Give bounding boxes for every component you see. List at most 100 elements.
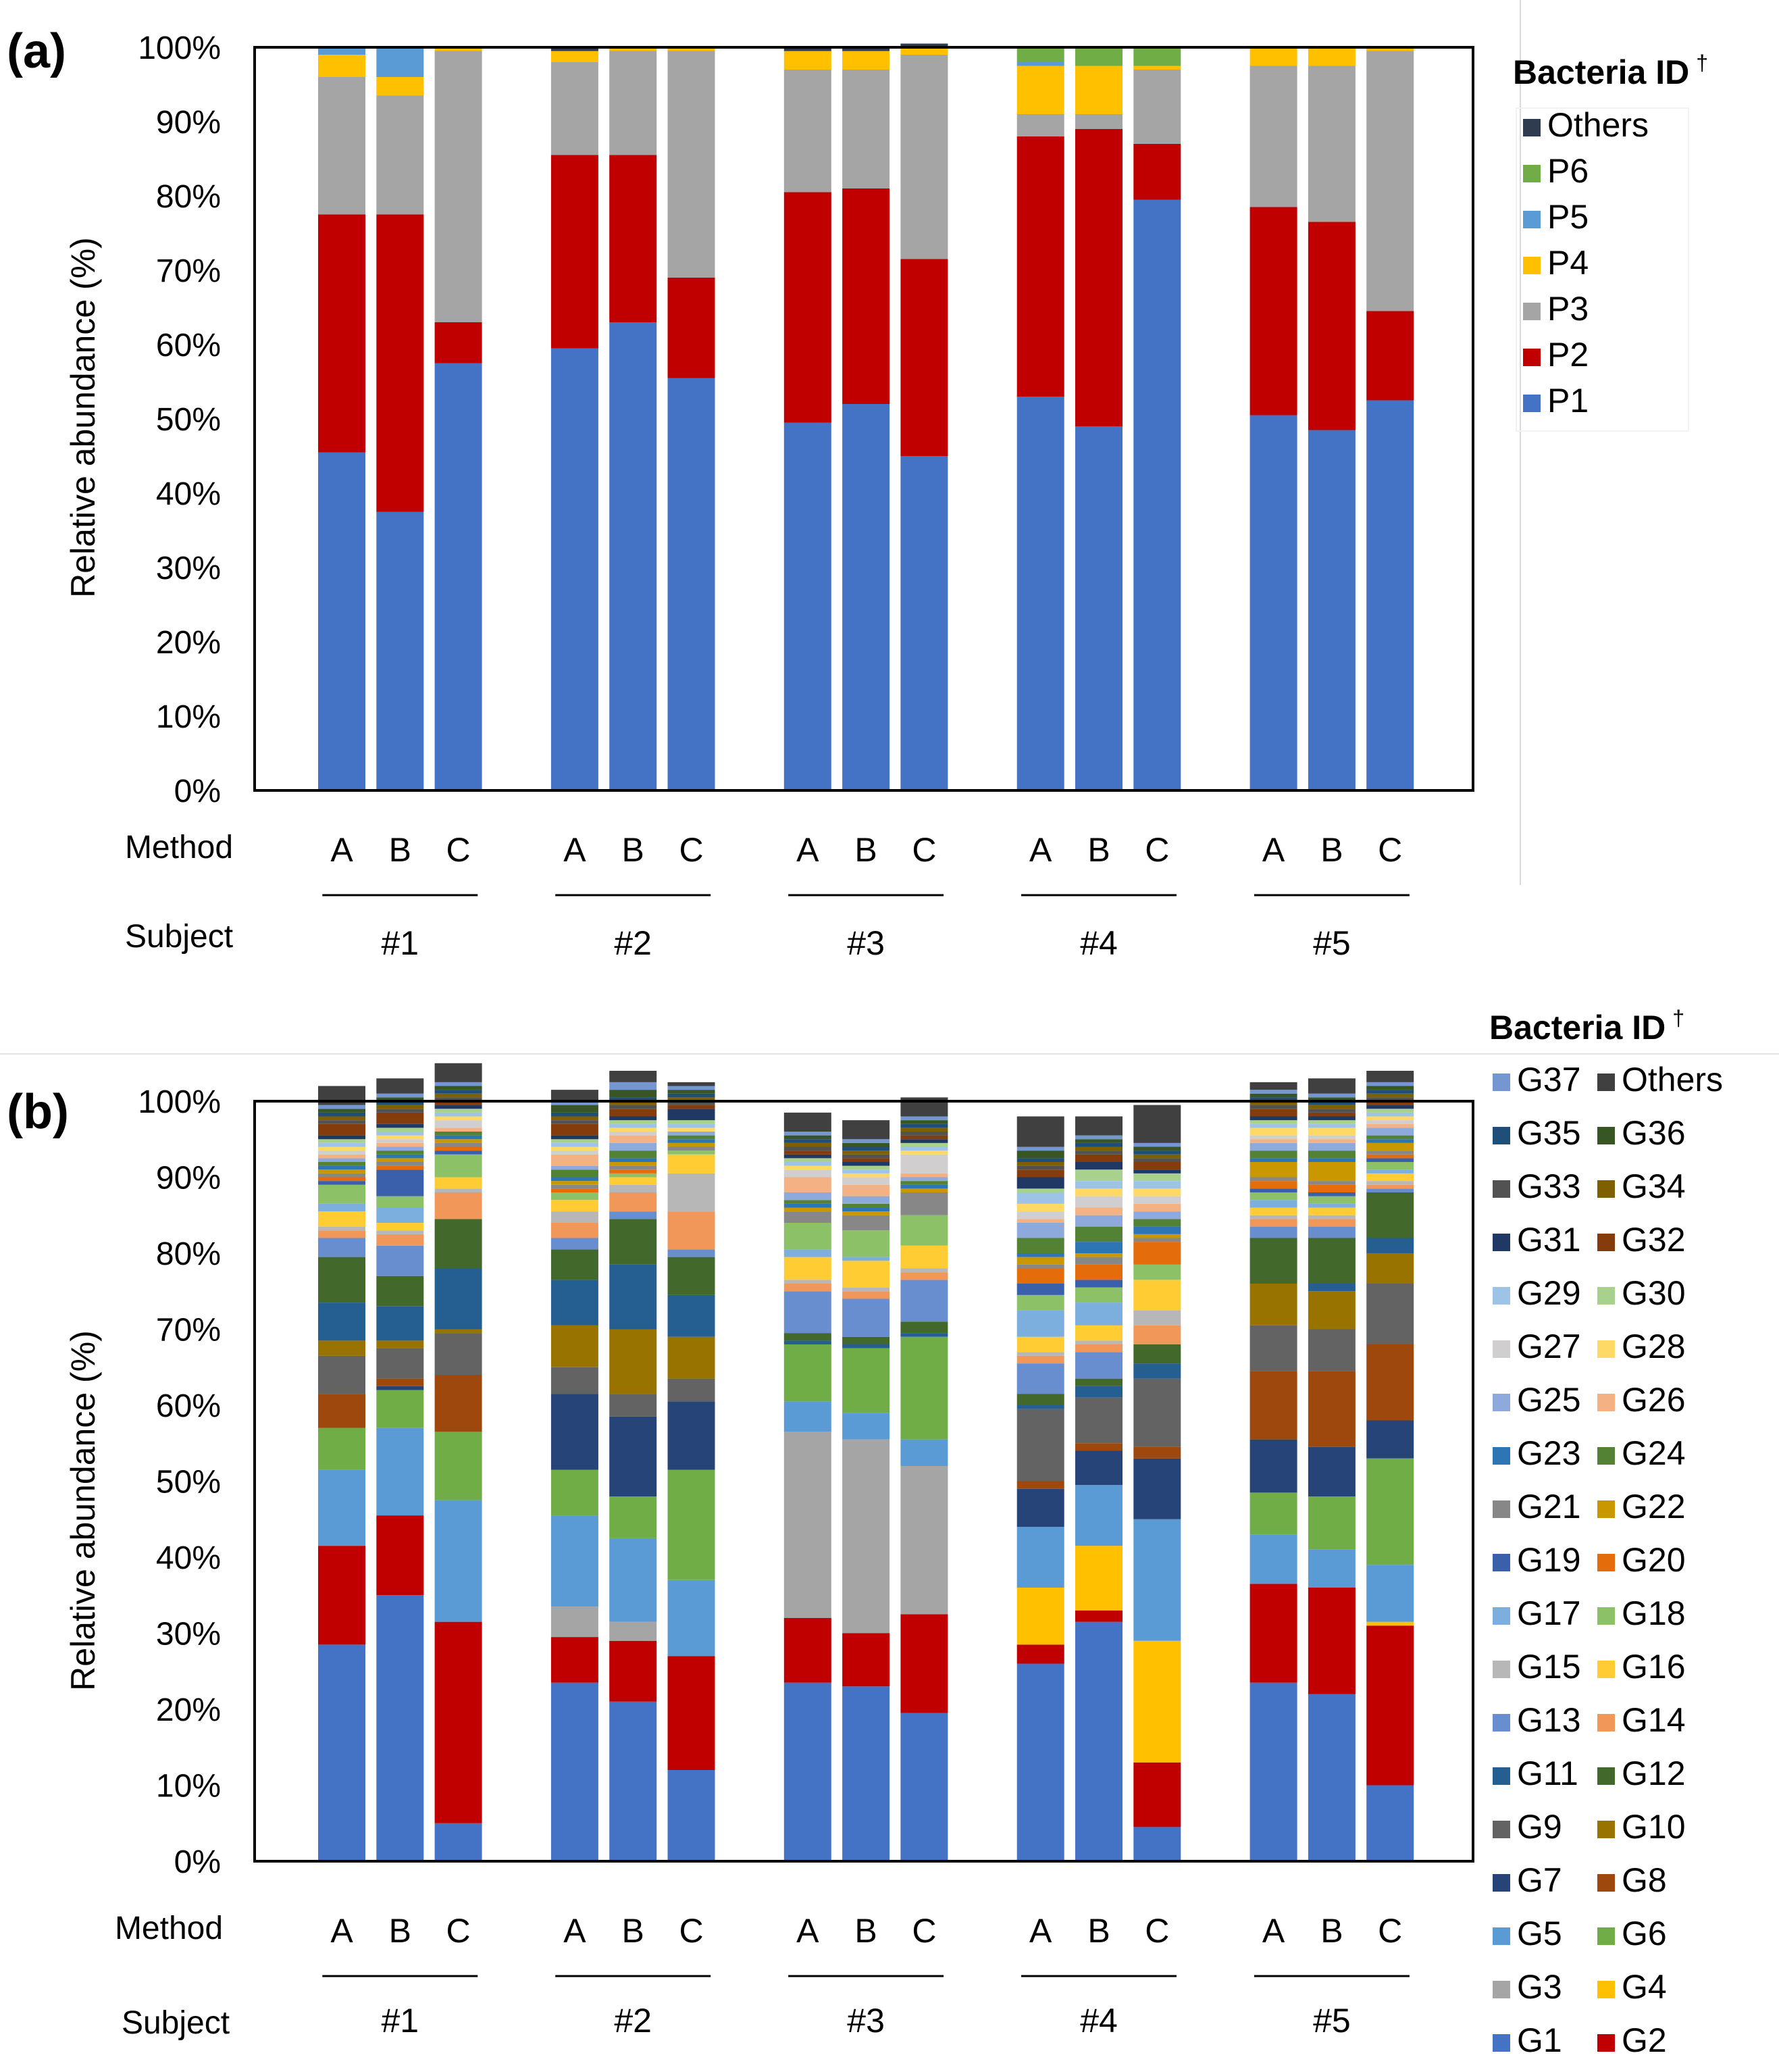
bar-segment-g1 — [1249, 1682, 1297, 1861]
bar-segment-g29 — [842, 1169, 890, 1173]
bar-segment-g15 — [376, 1230, 424, 1234]
bar-segment-p3 — [667, 51, 715, 278]
bar-segment-g33 — [667, 1101, 715, 1105]
bar-segment-g36 — [1075, 1139, 1123, 1143]
bar-segment-g24 — [318, 1162, 365, 1166]
bar-segment-g35 — [900, 1123, 948, 1128]
bar-segment-p1 — [1016, 397, 1064, 790]
legend-swatch-g8 — [1597, 1874, 1615, 1892]
method-label: A — [1262, 831, 1285, 869]
bar-segment-g36 — [609, 1090, 657, 1098]
y-tick-label: 20% — [156, 625, 221, 661]
method-label: C — [912, 831, 936, 869]
bar-segment-g24 — [376, 1151, 424, 1155]
bar-segment-g29 — [1016, 1192, 1064, 1204]
bar-segment-g14 — [1249, 1219, 1297, 1227]
bar-segment-others — [550, 47, 598, 51]
bar-segment-g37 — [667, 1086, 715, 1090]
bar-segment-g11 — [1366, 1238, 1414, 1253]
bar-segment-g10 — [1366, 1253, 1414, 1284]
bar-segment-g25 — [783, 1192, 831, 1201]
bar-segment-g33 — [1308, 1109, 1356, 1113]
bar-segment-g20 — [1308, 1184, 1356, 1192]
bar-segment-g23 — [1075, 1242, 1123, 1253]
bar-segment-g37 — [1366, 1082, 1414, 1086]
bar-segment-p2 — [434, 322, 482, 363]
bar-segment-g25 — [1366, 1128, 1414, 1136]
legend-swatch-g13 — [1493, 1714, 1510, 1732]
bar-segment-g22 — [318, 1169, 365, 1173]
bar-segment-g36 — [434, 1086, 482, 1090]
bar-segment-g1 — [667, 1770, 715, 1861]
bar-segment-g9 — [376, 1348, 424, 1379]
legend-label-g16: G16 — [1622, 1648, 1686, 1686]
bar-segment-g37 — [376, 1093, 424, 1098]
bar-segment-g17 — [842, 1257, 890, 1261]
legend-swatch-g29 — [1493, 1287, 1510, 1305]
bar-segment-g15 — [609, 1184, 657, 1192]
bar-segment-g1 — [1133, 1827, 1181, 1861]
bar-segment-p1 — [783, 422, 831, 790]
bar-segment-g11 — [609, 1264, 657, 1330]
bar-stack — [1133, 1105, 1181, 1861]
bar-segment-p3 — [1133, 70, 1181, 144]
bar-segment-g18 — [667, 1151, 715, 1155]
bar-segment-g17 — [1016, 1310, 1064, 1337]
method-label: B — [854, 831, 877, 869]
bar-segment-g8 — [1249, 1371, 1297, 1440]
bar-segment-g23 — [550, 1177, 598, 1182]
bar-segment-g23 — [783, 1203, 831, 1208]
bar-segment-others — [550, 1090, 598, 1101]
bar-segment-others — [376, 1078, 424, 1094]
bar-segment-g1 — [900, 1713, 948, 1861]
bar-segment-g9 — [434, 1333, 482, 1375]
bar-segment-g37 — [842, 1139, 890, 1143]
bar-segment-g11 — [783, 1340, 831, 1344]
bar-segment-g15 — [842, 1287, 890, 1292]
bar-segment-g2 — [842, 1633, 890, 1687]
method-label: C — [446, 1912, 471, 1950]
bar-segment-g36 — [550, 1105, 598, 1113]
bar-segment-g5 — [550, 1515, 598, 1607]
legend-swatch-g15 — [1493, 1661, 1510, 1678]
bar-segment-g29 — [376, 1132, 424, 1136]
bar-segment-g29 — [1249, 1123, 1297, 1128]
legend-label-p1: P1 — [1547, 382, 1589, 420]
bar-segment-g17 — [1366, 1169, 1414, 1173]
bar-segment-g3 — [842, 1439, 890, 1634]
bar-segment-g13 — [1249, 1226, 1297, 1238]
bar-stack — [1308, 1078, 1356, 1861]
bar-segment-g20 — [376, 1165, 424, 1170]
bar-segment-g30 — [1366, 1109, 1414, 1113]
x-labels-a: A B C A B C A B C A B C A B C#1 #2 #3 #4 #5 — [322, 831, 1410, 962]
bar-segment-g18 — [1249, 1192, 1297, 1201]
bar-segment-g13 — [376, 1245, 424, 1276]
legend-label-g32: G32 — [1622, 1221, 1686, 1259]
bar-segment-g31 — [1133, 1169, 1181, 1173]
y-tick-label: 60% — [156, 328, 221, 363]
bar-segment-g23 — [376, 1154, 424, 1159]
bar-segment-others — [1308, 1078, 1356, 1094]
bar-stack — [1075, 47, 1123, 790]
bar-segment-g6 — [318, 1427, 365, 1470]
method-label: B — [1320, 1912, 1343, 1950]
legend-label-g1: G1 — [1517, 2021, 1562, 2059]
y-tick-label: 100% — [138, 30, 221, 66]
bar-segment-g35 — [1133, 1151, 1181, 1155]
legend-label-g15: G15 — [1517, 1648, 1581, 1686]
bar-segment-g22 — [1075, 1253, 1123, 1257]
bar-segment-g15 — [1016, 1352, 1064, 1356]
bar-segment-g26 — [1249, 1139, 1297, 1143]
bar-segment-g13 — [900, 1280, 948, 1322]
bar-segment-g6 — [842, 1348, 890, 1413]
legend-items-a: Others P6 P5 P4 P3 P2 P1 — [1523, 106, 1649, 420]
bar-segment-g14 — [550, 1223, 598, 1238]
bar-stack — [318, 1086, 365, 1861]
bar-segment-g26 — [1366, 1123, 1414, 1128]
bar-segment-g14 — [783, 1284, 831, 1292]
bar-segment-g36 — [1016, 1151, 1064, 1159]
bar-segment-g16 — [783, 1257, 831, 1280]
bar-segment-g33 — [900, 1132, 948, 1136]
method-label: A — [1029, 831, 1052, 869]
bar-stack — [1366, 1071, 1414, 1861]
